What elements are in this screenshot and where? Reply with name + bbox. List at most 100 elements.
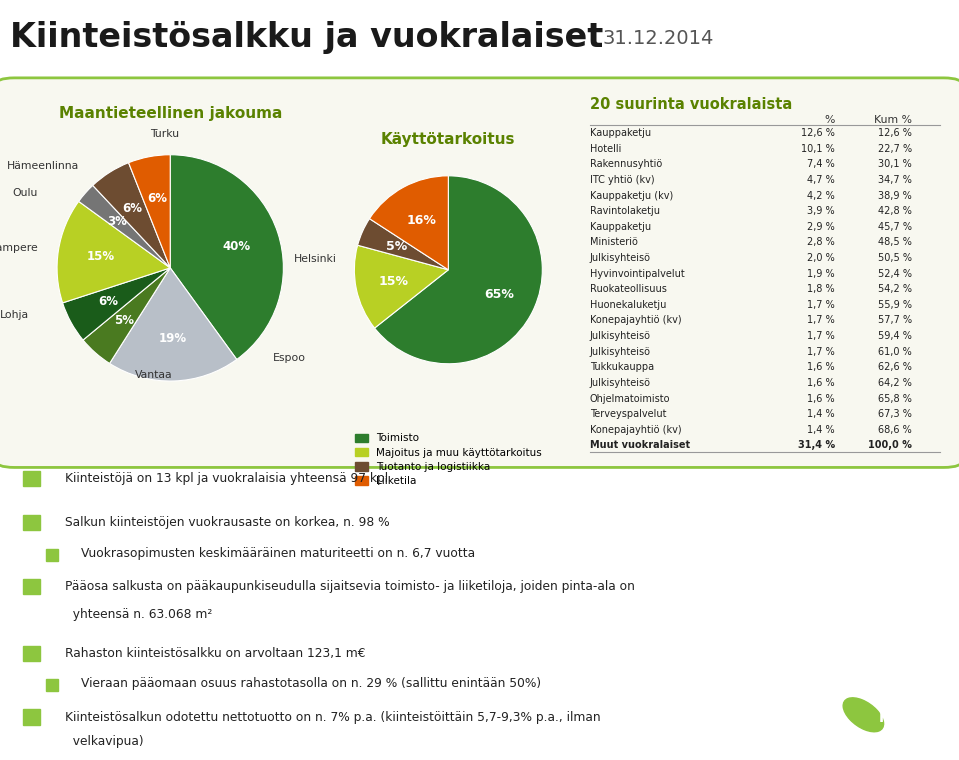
Text: Rakennusyhtiö: Rakennusyhtiö	[590, 160, 662, 169]
Text: 52,4 %: 52,4 %	[877, 269, 912, 279]
Text: 40%: 40%	[222, 239, 251, 253]
Ellipse shape	[843, 698, 883, 732]
Text: 100,0 %: 100,0 %	[868, 440, 912, 451]
Wedge shape	[62, 268, 171, 340]
Bar	[23, 471, 40, 486]
Text: 1,6 %: 1,6 %	[807, 394, 834, 404]
Wedge shape	[369, 176, 449, 270]
Text: 1,9 %: 1,9 %	[807, 269, 834, 279]
Text: 48,5 %: 48,5 %	[877, 237, 912, 248]
Wedge shape	[79, 185, 171, 268]
Text: 68,6 %: 68,6 %	[878, 425, 912, 435]
Text: Kiinteistösalkun odotettu nettotuotto on n. 7% p.a. (kiinteistöittäin 5,7-9,3% p: Kiinteistösalkun odotettu nettotuotto on…	[64, 711, 600, 724]
Text: 1,7 %: 1,7 %	[807, 315, 834, 325]
Text: 1,7 %: 1,7 %	[807, 347, 834, 356]
Text: Lohja: Lohja	[0, 310, 29, 321]
Bar	[46, 549, 58, 561]
Wedge shape	[170, 155, 283, 359]
Text: 65%: 65%	[484, 288, 514, 301]
Text: 1,7 %: 1,7 %	[807, 331, 834, 341]
Text: Konepajayhtiö (kv): Konepajayhtiö (kv)	[590, 425, 682, 435]
Wedge shape	[358, 219, 448, 270]
Text: 59,4 %: 59,4 %	[877, 331, 912, 341]
Text: 12,6 %: 12,6 %	[877, 128, 912, 138]
Text: Julkisyhteisö: Julkisyhteisö	[590, 347, 651, 356]
Text: 5%: 5%	[114, 314, 134, 327]
Text: 62,6 %: 62,6 %	[877, 363, 912, 372]
Text: 42,8 %: 42,8 %	[877, 206, 912, 217]
Title: Käyttötarkoitus: Käyttötarkoitus	[381, 132, 516, 147]
Text: 54,2 %: 54,2 %	[877, 284, 912, 294]
Text: Kauppaketju: Kauppaketju	[590, 128, 651, 138]
Text: velkavipua): velkavipua)	[64, 736, 143, 749]
Text: 5%: 5%	[386, 240, 408, 253]
Text: Tukkukauppa: Tukkukauppa	[590, 363, 654, 372]
Text: Kauppaketju (kv): Kauppaketju (kv)	[590, 191, 673, 201]
Text: Julkisyhteisö: Julkisyhteisö	[590, 378, 651, 388]
Wedge shape	[375, 176, 542, 364]
Wedge shape	[83, 268, 171, 363]
Text: 30,1 %: 30,1 %	[878, 160, 912, 169]
Text: Hotelli: Hotelli	[590, 144, 621, 154]
Wedge shape	[58, 201, 171, 303]
Text: 16%: 16%	[407, 214, 436, 226]
Text: Kiinteistöjä on 13 kpl ja vuokralaisia yhteensä 97 kpl: Kiinteistöjä on 13 kpl ja vuokralaisia y…	[64, 472, 387, 485]
Text: Huonekaluketju: Huonekaluketju	[590, 300, 667, 310]
Wedge shape	[129, 155, 171, 268]
Text: Turku: Turku	[150, 129, 179, 139]
Wedge shape	[93, 163, 171, 268]
Text: Muut vuokralaiset: Muut vuokralaiset	[590, 440, 690, 451]
Bar	[23, 579, 40, 594]
Text: 2,0 %: 2,0 %	[807, 253, 834, 263]
Text: Fennia: Fennia	[879, 711, 931, 725]
Bar	[46, 679, 58, 692]
Text: 1,8 %: 1,8 %	[807, 284, 834, 294]
Text: 57,7 %: 57,7 %	[877, 315, 912, 325]
Legend: Toimisto, Majoitus ja muu käyttötarkoitus, Tuotanto ja logistiikka, Liiketila: Toimisto, Majoitus ja muu käyttötarkoitu…	[351, 429, 546, 490]
Text: %: %	[825, 116, 834, 125]
Text: 50,5 %: 50,5 %	[877, 253, 912, 263]
Text: 1,6 %: 1,6 %	[807, 363, 834, 372]
Text: Ohjelmatoimisto: Ohjelmatoimisto	[590, 394, 670, 404]
Wedge shape	[109, 268, 237, 381]
Text: 15%: 15%	[378, 274, 409, 287]
Text: 67,3 %: 67,3 %	[877, 409, 912, 419]
Text: Pääosa salkusta on pääkaupunkiseudulla sijaitsevia toimisto- ja liiketiloja, joi: Pääosa salkusta on pääkaupunkiseudulla s…	[64, 580, 635, 593]
Text: 2,8 %: 2,8 %	[807, 237, 834, 248]
Text: 31,4 %: 31,4 %	[798, 440, 834, 451]
Text: 6%: 6%	[99, 295, 119, 309]
Text: Helsinki: Helsinki	[293, 254, 337, 264]
Text: 12,6 %: 12,6 %	[801, 128, 834, 138]
Text: 45,7 %: 45,7 %	[877, 222, 912, 232]
FancyBboxPatch shape	[0, 78, 959, 467]
Text: 4,2 %: 4,2 %	[807, 191, 834, 201]
Text: Hämeenlinna: Hämeenlinna	[8, 161, 80, 171]
Text: Hyvinvointipalvelut: Hyvinvointipalvelut	[590, 269, 685, 279]
Text: Julkisyhteisö: Julkisyhteisö	[590, 331, 651, 341]
Text: 1,7 %: 1,7 %	[807, 300, 834, 310]
Text: 34,7 %: 34,7 %	[877, 175, 912, 185]
Text: 64,2 %: 64,2 %	[877, 378, 912, 388]
Text: Julkisyhteisö: Julkisyhteisö	[590, 253, 651, 263]
Text: 1,4 %: 1,4 %	[807, 409, 834, 419]
Text: 38,9 %: 38,9 %	[878, 191, 912, 201]
Bar	[23, 645, 40, 661]
Wedge shape	[355, 245, 448, 328]
Text: Vantaa: Vantaa	[134, 370, 172, 381]
Text: 6%: 6%	[147, 192, 167, 205]
Title: Maantieteellinen jakouma: Maantieteellinen jakouma	[58, 106, 282, 121]
Text: Vuokrasopimusten keskimääräinen maturiteetti on n. 6,7 vuotta: Vuokrasopimusten keskimääräinen maturite…	[81, 547, 475, 560]
Text: Ministeriö: Ministeriö	[590, 237, 638, 248]
Text: Vieraan pääomaan osuus rahastotasolla on n. 29 % (sallittu enintään 50%): Vieraan pääomaan osuus rahastotasolla on…	[81, 677, 541, 690]
Text: 4,7 %: 4,7 %	[807, 175, 834, 185]
Text: 6%: 6%	[123, 202, 143, 215]
Text: Ruokateollisuus: Ruokateollisuus	[590, 284, 667, 294]
Text: Terveyspalvelut: Terveyspalvelut	[590, 409, 667, 419]
Text: Tampere: Tampere	[0, 242, 37, 252]
Text: 31.12.2014: 31.12.2014	[603, 28, 714, 47]
Text: 3%: 3%	[107, 215, 128, 228]
Text: Konepajayhtiö (kv): Konepajayhtiö (kv)	[590, 315, 682, 325]
Text: 20 suurinta vuokralaista: 20 suurinta vuokralaista	[590, 97, 792, 112]
Text: Kiinteistösalkku ja vuokralaiset: Kiinteistösalkku ja vuokralaiset	[10, 21, 603, 55]
Text: 3,9 %: 3,9 %	[807, 206, 834, 217]
